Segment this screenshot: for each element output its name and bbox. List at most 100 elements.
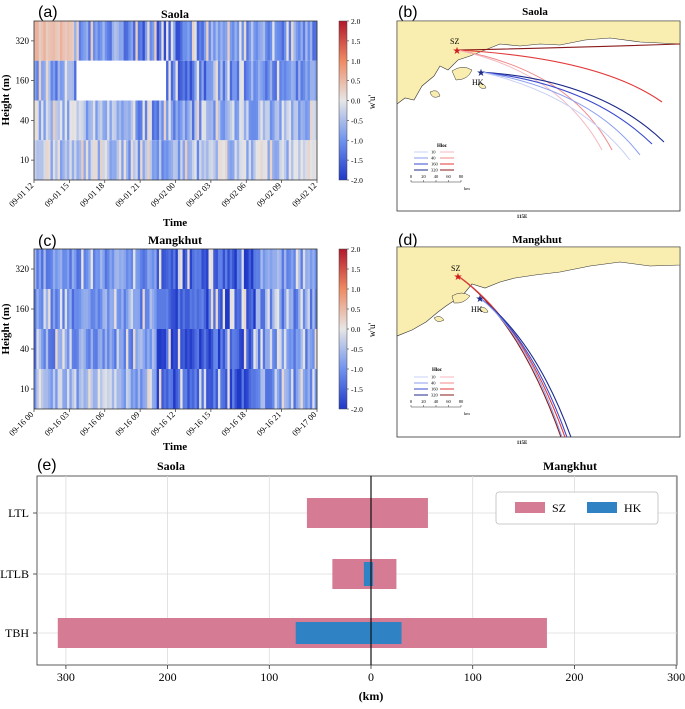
heatmap-cell — [279, 60, 283, 101]
heatmap-cell — [116, 369, 120, 409]
scale-tick-label: 80 — [459, 174, 464, 179]
heatmap-cell — [69, 289, 73, 329]
heatmap-cell — [83, 289, 87, 329]
bar-hk-ltlb — [363, 562, 374, 586]
heatmap-cell — [149, 329, 153, 369]
heatmap-cell — [288, 60, 292, 101]
heatmap-cell — [192, 140, 195, 180]
heatmap-cell — [41, 60, 44, 101]
heatmap-cell — [286, 249, 290, 289]
heatmap-cell — [312, 249, 316, 289]
heatmap-cell — [45, 60, 49, 101]
heatmap-cell — [298, 21, 301, 61]
heatmap-cell — [227, 329, 231, 369]
heatmap-cell — [184, 140, 188, 180]
heatmap-cell — [291, 21, 294, 61]
x-tick-label: 100 — [260, 670, 278, 684]
x-tick-label: 09-16 06 — [78, 409, 107, 438]
heatmap-cell — [55, 369, 58, 409]
heatmap-cell — [41, 100, 44, 141]
heatmap-cell — [182, 329, 186, 369]
heatmap-cell — [255, 329, 259, 369]
heatmap-cell-missing — [81, 60, 84, 101]
heatmap-cell — [121, 289, 125, 329]
heatmap-cell — [220, 60, 224, 101]
heatmap-cell — [248, 100, 252, 141]
heatmap-cell — [144, 21, 148, 61]
heatmap-cell — [135, 100, 139, 141]
heatmap-cell — [161, 289, 165, 329]
y-axis-label-c: Height (m) — [0, 303, 12, 354]
heatmap-cell — [236, 60, 240, 101]
heatmap-cell — [173, 369, 176, 409]
heatmap-cell — [232, 289, 235, 329]
legend-level-label: 10 — [431, 150, 436, 155]
heatmap-cell — [180, 289, 183, 329]
heatmap-cell-missing — [144, 60, 148, 101]
heatmap-cell — [182, 60, 186, 101]
heatmap-cell — [83, 329, 87, 369]
heatmap-cell — [215, 369, 219, 409]
heatmap-cell — [210, 289, 214, 329]
heatmap-cell — [173, 140, 176, 180]
heatmap-cell — [92, 369, 96, 409]
heatmap-cell-missing — [107, 60, 110, 101]
heatmap-cell — [243, 369, 247, 409]
heatmap-cell — [293, 140, 297, 180]
heatmap-cell — [260, 140, 264, 180]
heatmap-cell — [187, 21, 191, 61]
heatmap-cell — [255, 100, 259, 141]
heatmap-cell — [213, 289, 216, 329]
heatmap-cell — [293, 21, 297, 61]
heatmap-cell — [147, 100, 150, 141]
y-tick-label: 40 — [20, 344, 30, 354]
heatmap-cell — [222, 249, 226, 289]
heatmap-cell — [208, 369, 212, 409]
legend-level-label: 40 — [431, 381, 436, 386]
heatmap-cell — [177, 289, 181, 329]
heatmap-cell-missing — [100, 60, 103, 101]
heatmap-cell — [170, 21, 174, 61]
heatmap-cell — [144, 369, 148, 409]
heatmap-cell — [38, 60, 42, 101]
heatmap-cell — [307, 100, 311, 141]
heatmap-cell — [71, 329, 75, 369]
heatmap-cell — [206, 289, 209, 329]
heatmap-cell — [102, 21, 106, 61]
heatmap-cell — [88, 249, 91, 289]
heatmap-cell — [147, 21, 150, 61]
heatmap-cell — [156, 100, 160, 141]
heatmap-cell — [269, 21, 273, 61]
heatmap-cell — [312, 369, 316, 409]
heatmap-cell — [192, 100, 195, 141]
heatmap-cell — [225, 289, 228, 329]
panel-c: (c) Mangkhut 320 160 40 10 09-16 00 09-16 03… — [0, 233, 377, 453]
heatmap-cell — [309, 140, 313, 180]
heatmap-cell — [161, 329, 165, 369]
heatmap-cell — [314, 289, 318, 329]
heatmap-cell — [262, 289, 266, 329]
heatmap-cell — [281, 249, 285, 289]
heatmap-cell — [307, 140, 311, 180]
heatmap-cell — [55, 60, 58, 101]
heatmap-cell — [241, 249, 245, 289]
heatmap-cell — [130, 249, 134, 289]
heatmap-cell — [220, 329, 224, 369]
heatmap-cell-missing — [121, 60, 125, 101]
heatmap-cell — [102, 329, 106, 369]
heatmap-cell — [305, 60, 308, 101]
heatmap-cell — [104, 21, 108, 61]
heatmap-cell — [232, 60, 235, 101]
heatmap-cell — [222, 289, 226, 329]
map-d-legend-title: Hloc — [432, 368, 443, 373]
heatmap-cell — [180, 140, 183, 180]
heatmap-cell — [166, 249, 169, 289]
heatmap-c — [34, 249, 318, 409]
heatmap-cell — [48, 369, 51, 409]
heatmap-cell — [210, 60, 214, 101]
heatmap-cell — [314, 249, 318, 289]
heatmap-cell — [130, 369, 134, 409]
panel-e-right-title: Mangkhut — [543, 459, 597, 473]
station-d-hk-marker: ★ — [476, 294, 485, 305]
